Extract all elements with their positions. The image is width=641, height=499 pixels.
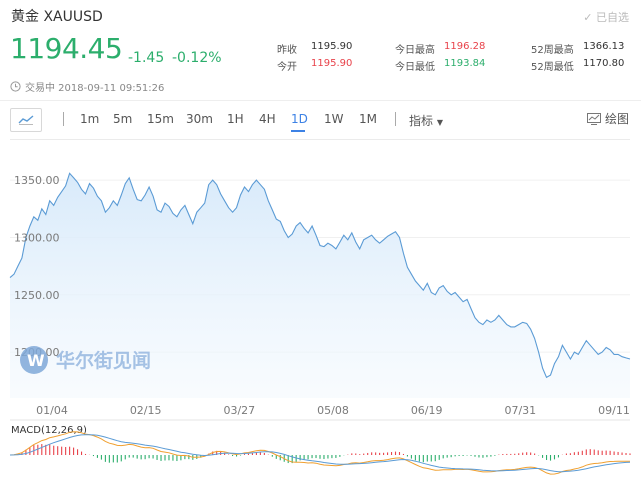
watchlist-status[interactable]: ✓ 已自选	[583, 9, 629, 25]
day-high-value: 1196.28	[444, 41, 486, 52]
y-tick-label: 1350.00	[14, 174, 60, 187]
price-change-pct: -0.12%	[172, 50, 222, 66]
timeframe-1d[interactable]: 1D	[291, 112, 308, 126]
day-low-value: 1193.84	[444, 58, 486, 69]
open-label: 今开	[277, 62, 297, 73]
watermark-icon	[20, 346, 48, 374]
clock-icon	[10, 81, 21, 92]
indicator-label: 指标	[409, 114, 434, 128]
day-high-label: 今日最高	[395, 45, 435, 56]
watermark-text: 华尔街见闻	[56, 349, 151, 372]
timeframe-15m[interactable]: 15m	[147, 112, 174, 126]
x-tick-label: 07/31	[504, 404, 536, 417]
draw-button[interactable]: 绘图	[586, 110, 629, 127]
toolbar-divider	[0, 100, 641, 101]
week52-low-label: 52周最低	[531, 62, 574, 73]
watermark-logo: W 华尔街见闻	[20, 346, 151, 374]
indicator-dropdown[interactable]: 指标 ▼	[409, 112, 443, 129]
x-tick-label: 09/11	[598, 404, 630, 417]
week52-low-value: 1170.80	[583, 58, 625, 69]
draw-label: 绘图	[604, 112, 629, 126]
macd-dif-line	[9, 431, 630, 475]
open-value: 1195.90	[311, 58, 353, 69]
x-tick-label: 05/08	[317, 404, 349, 417]
week52-high-value: 1366.13	[583, 41, 625, 52]
active-timeframe-indicator	[291, 130, 305, 132]
timeframe-1mo[interactable]: 1M	[359, 112, 377, 126]
current-price: 1194.45	[10, 32, 123, 65]
day-low-label: 今日最低	[395, 62, 435, 73]
y-tick-label: 1250.00	[14, 289, 60, 302]
price-area-fill	[10, 173, 630, 398]
trade-time-text: 交易中 2018-09-11 09:51:26	[25, 83, 165, 94]
week52-high-label: 52周最高	[531, 45, 574, 56]
y-tick-label: 1300.00	[14, 231, 60, 244]
prev-close-label: 昨收	[277, 45, 297, 56]
timeframe-1w[interactable]: 1W	[324, 112, 344, 126]
chart-top-border	[10, 139, 630, 140]
x-tick-label: 01/04	[36, 404, 68, 417]
x-tick-label: 02/15	[130, 404, 162, 417]
prev-close-value: 1195.90	[311, 41, 353, 52]
draw-icon	[586, 112, 601, 125]
trade-time: 交易中 2018-09-11 09:51:26	[10, 79, 164, 94]
line-chart-icon	[18, 115, 34, 125]
macd-indicator	[9, 431, 631, 475]
price-line	[9, 172, 631, 379]
chart-type-button[interactable]	[10, 108, 42, 132]
macd-label: MACD(12,26,9)	[11, 425, 87, 436]
x-tick-label: 06/19	[411, 404, 443, 417]
instrument-title: 黄金 XAUUSD	[11, 9, 103, 25]
x-tick-label: 03/27	[223, 404, 255, 417]
timeframe-1m[interactable]: 1m	[80, 112, 100, 126]
price-change: -1.45	[128, 50, 165, 66]
watermark-w: W	[27, 351, 45, 370]
macd-dea-line	[9, 434, 631, 473]
watchlist-label: 已自选	[596, 11, 629, 24]
toolbar-separator	[395, 112, 396, 126]
timeframe-5m[interactable]: 5m	[113, 112, 133, 126]
caret-down-icon: ▼	[436, 118, 443, 127]
timeframe-1h[interactable]: 1H	[227, 112, 244, 126]
check-icon: ✓	[583, 11, 593, 24]
toolbar-separator	[63, 112, 64, 126]
timeframe-4h[interactable]: 4H	[259, 112, 276, 126]
timeframe-30m[interactable]: 30m	[186, 112, 213, 126]
